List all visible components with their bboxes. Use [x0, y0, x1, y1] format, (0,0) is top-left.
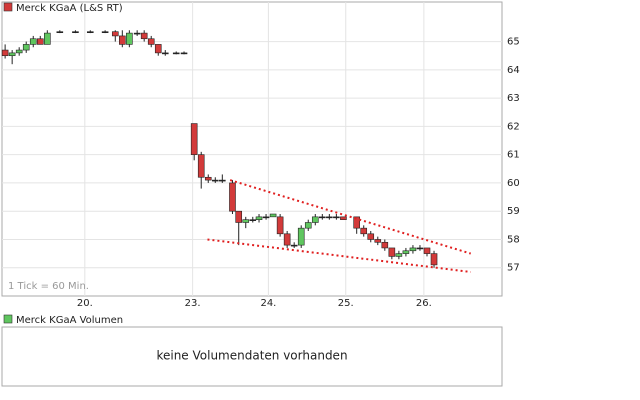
- candle-body: [44, 32, 51, 45]
- candle-body: [101, 31, 109, 33]
- candle-body: [242, 219, 250, 223]
- candle-body: [249, 219, 257, 221]
- candle-body: [367, 233, 375, 240]
- candle-body: [147, 38, 155, 45]
- trend-line: [207, 238, 471, 273]
- candle-body: [276, 216, 284, 235]
- x-tick-label: 20.: [77, 298, 93, 309]
- candle-body: [172, 52, 180, 55]
- x-tick-label: 24.: [260, 298, 276, 309]
- candle-body: [229, 182, 236, 212]
- candle-body: [8, 52, 16, 57]
- x-tick-label: 26.: [416, 298, 432, 309]
- candle-body: [319, 216, 326, 219]
- candle-body: [36, 38, 44, 45]
- candle-body: [340, 216, 347, 220]
- y-tick-label: 63: [507, 93, 520, 104]
- candle-body: [304, 222, 312, 229]
- candle-body: [262, 216, 270, 219]
- legend-swatch: [3, 314, 13, 324]
- candle-body: [15, 49, 23, 54]
- y-tick-label: 60: [507, 178, 520, 189]
- candle-body: [283, 233, 291, 246]
- candle-body: [180, 52, 188, 55]
- legend-label: Merck KGaA Volumen: [16, 315, 123, 326]
- candle-body: [133, 32, 141, 35]
- candle-body: [388, 247, 396, 257]
- candle-body: [333, 216, 340, 219]
- candle-body: [430, 253, 438, 266]
- candle-body: [353, 216, 360, 229]
- y-tick-label: 57: [507, 263, 520, 274]
- note: 1 Tick = 60 Min.: [8, 281, 89, 292]
- trend-line: [229, 179, 472, 255]
- candle-body: [255, 216, 263, 220]
- y-tick-label: 58: [507, 234, 520, 245]
- candle-body: [402, 250, 410, 254]
- y-tick-label: 61: [507, 150, 520, 161]
- candle-body: [381, 241, 389, 249]
- y-tick-label: 64: [507, 65, 520, 76]
- candle-body: [374, 239, 382, 243]
- volume-panel: [1, 326, 503, 387]
- candle-body: [360, 227, 368, 235]
- candle-body: [235, 210, 243, 223]
- candle-body: [269, 213, 277, 218]
- candle-body: [290, 244, 298, 247]
- candle-body: [190, 123, 198, 155]
- candle-body: [140, 32, 148, 40]
- candle-body: [219, 179, 226, 182]
- candle-body: [395, 253, 403, 257]
- y-tick-label: 65: [507, 37, 520, 48]
- no-data-message: keine Volumendaten vorhanden: [156, 349, 347, 363]
- candle-body: [22, 44, 30, 51]
- candle-body: [29, 38, 37, 45]
- candle-body: [154, 44, 162, 54]
- candle-body: [1, 49, 9, 57]
- y-tick-label: 59: [507, 206, 520, 217]
- candle-body: [56, 31, 64, 33]
- candle-body: [311, 216, 319, 223]
- candle-body: [86, 31, 94, 33]
- legend-label: Merck KGaA (L&S RT): [16, 3, 123, 14]
- candle-body: [326, 216, 333, 219]
- candle-body: [119, 35, 126, 45]
- price-panel: [1, 1, 503, 297]
- candle-body: [297, 227, 305, 246]
- candle-body: [111, 31, 119, 37]
- candle-body: [161, 52, 169, 55]
- legend-swatch: [3, 2, 13, 12]
- y-tick-label: 62: [507, 121, 520, 132]
- candle-body: [197, 154, 205, 178]
- candle-body: [72, 31, 79, 33]
- candle-body: [423, 247, 431, 254]
- candle-body: [126, 32, 133, 45]
- candle-body: [409, 247, 417, 252]
- x-tick-label: 25.: [338, 298, 354, 309]
- candle-body: [416, 247, 424, 250]
- candle-body: [211, 179, 219, 182]
- x-tick-label: 23.: [185, 298, 201, 309]
- candle-body: [204, 176, 212, 181]
